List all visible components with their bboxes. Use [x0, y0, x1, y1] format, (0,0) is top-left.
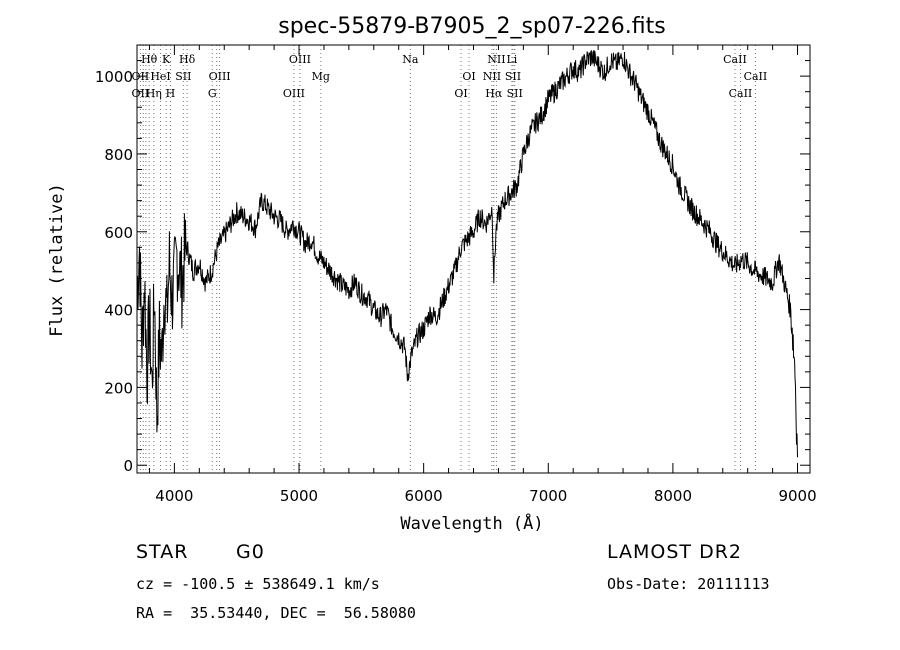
x-tick-label: 5000: [280, 487, 318, 505]
y-tick-label: 200: [104, 379, 133, 397]
line-label: K: [162, 53, 171, 66]
y-tick-label: 400: [104, 302, 133, 320]
survey-name: LAMOST DR2: [607, 541, 742, 563]
line-label: Hη: [146, 87, 162, 100]
line-label: Hδ: [179, 53, 196, 66]
y-axis-label: Flux (relative): [47, 183, 67, 337]
line-label: CaII: [729, 87, 753, 100]
spectral-subclass: G0: [236, 541, 265, 563]
line-label: OI: [454, 87, 467, 100]
line-label: G: [208, 87, 217, 100]
line-label: Li: [506, 53, 517, 66]
line-label: OIII: [283, 87, 305, 100]
line-label: Na: [402, 53, 419, 66]
line-label: Hα: [485, 87, 503, 100]
y-tick-label: 1000: [95, 68, 133, 86]
x-tick-label: 8000: [654, 487, 692, 505]
line-label: OIII: [209, 70, 231, 83]
y-tick-label: 800: [104, 146, 133, 164]
line-label: NII: [487, 53, 505, 66]
y-tick-label: 600: [104, 224, 133, 242]
line-label: CaII: [744, 70, 768, 83]
spectrum-line: [136, 49, 798, 458]
chart-title: spec-55879-B7905_2_sp07-226.fits: [278, 14, 666, 39]
spectral-line-markers: [139, 45, 756, 473]
line-label: SII: [507, 87, 523, 100]
x-axis-label: Wavelength (Å): [400, 512, 543, 534]
axes: 4000 5000 6000 7000 8000 9000 0 200 400 600 800 100…: [95, 45, 817, 505]
plot-frame: [136, 44, 811, 474]
line-label: HeI: [150, 70, 170, 83]
line-label: SII: [505, 70, 521, 83]
line-label: CaII: [723, 53, 747, 66]
observation-date: Obs-Date: 20111113: [607, 575, 770, 593]
x-tick-label: 7000: [529, 487, 567, 505]
line-label: SII: [175, 70, 191, 83]
line-label: OIII: [289, 53, 311, 66]
line-label: Hθ: [141, 53, 158, 66]
y-tick-label: 0: [123, 457, 133, 475]
line-label: OII: [132, 87, 150, 100]
object-class: STAR: [136, 541, 189, 563]
x-tick-label: 4000: [155, 487, 193, 505]
line-label: H: [166, 87, 176, 100]
sky-coordinates: RA = 35.53440, DEC = 56.58080: [136, 604, 416, 622]
line-label: Mg: [312, 70, 330, 83]
x-tick-label: 6000: [405, 487, 443, 505]
line-label: OI: [462, 70, 475, 83]
line-label: NII: [483, 70, 501, 83]
x-tick-label: 9000: [778, 487, 816, 505]
redshift-velocity: cz = -100.5 ± 538649.1 km/s: [136, 575, 380, 593]
